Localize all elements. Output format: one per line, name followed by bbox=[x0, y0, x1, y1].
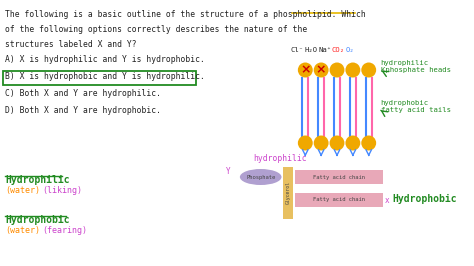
Text: C) Both X and Y are hydrophilic.: C) Both X and Y are hydrophilic. bbox=[5, 89, 161, 98]
Circle shape bbox=[361, 135, 376, 151]
Text: ×: × bbox=[316, 64, 327, 77]
Text: Fatty acid chain: Fatty acid chain bbox=[313, 174, 365, 180]
Text: hydrophobic
fatty acid tails: hydrophobic fatty acid tails bbox=[381, 100, 451, 113]
Text: Cl⁻: Cl⁻ bbox=[291, 47, 304, 53]
Text: (fearing): (fearing) bbox=[43, 226, 88, 235]
Circle shape bbox=[346, 63, 360, 77]
Text: Phosphate: Phosphate bbox=[246, 174, 275, 180]
Circle shape bbox=[329, 63, 345, 77]
Text: Hydrophobic: Hydrophobic bbox=[392, 194, 457, 204]
Text: structures labeled X and Y?: structures labeled X and Y? bbox=[5, 40, 137, 49]
Circle shape bbox=[314, 63, 328, 77]
Text: (liking): (liking) bbox=[43, 186, 82, 195]
Circle shape bbox=[314, 135, 328, 151]
Text: Glycerol: Glycerol bbox=[286, 181, 291, 205]
Circle shape bbox=[361, 63, 376, 77]
Text: x: x bbox=[384, 196, 389, 205]
Text: D) Both X and Y are hydrophobic.: D) Both X and Y are hydrophobic. bbox=[5, 106, 161, 115]
Bar bbox=[295, 170, 383, 184]
Circle shape bbox=[329, 135, 345, 151]
Bar bbox=[283, 167, 293, 219]
Text: hydrophilic: hydrophilic bbox=[253, 154, 306, 163]
Text: ×: × bbox=[300, 64, 310, 77]
Text: (water): (water) bbox=[5, 186, 40, 195]
Text: hydrophilic
Kphosphate heads: hydrophilic Kphosphate heads bbox=[381, 60, 451, 73]
Text: Hydrophilic: Hydrophilic bbox=[5, 175, 70, 185]
Text: Na⁺: Na⁺ bbox=[319, 47, 332, 53]
Text: The following is a basic outline of the structure of a phospholipid. Which: The following is a basic outline of the … bbox=[5, 10, 366, 19]
Text: O₂: O₂ bbox=[346, 47, 354, 53]
Circle shape bbox=[298, 135, 313, 151]
Text: A) X is hydrophilic and Y is hydrophobic.: A) X is hydrophilic and Y is hydrophobic… bbox=[5, 55, 205, 64]
Text: CO₂: CO₂ bbox=[331, 47, 345, 53]
Circle shape bbox=[346, 135, 360, 151]
Bar bbox=[295, 193, 383, 207]
Text: Hydrophobic: Hydrophobic bbox=[5, 215, 70, 225]
Text: H₂O: H₂O bbox=[305, 47, 318, 53]
Text: B) X is hydrophobic and Y is hydrophilic.: B) X is hydrophobic and Y is hydrophilic… bbox=[5, 72, 205, 81]
Text: Fatty acid chain: Fatty acid chain bbox=[313, 197, 365, 202]
Ellipse shape bbox=[240, 169, 282, 185]
Circle shape bbox=[298, 63, 313, 77]
Text: (water): (water) bbox=[5, 226, 40, 235]
Text: Y: Y bbox=[226, 167, 231, 176]
Text: of the following options correctly describes the nature of the: of the following options correctly descr… bbox=[5, 25, 307, 34]
